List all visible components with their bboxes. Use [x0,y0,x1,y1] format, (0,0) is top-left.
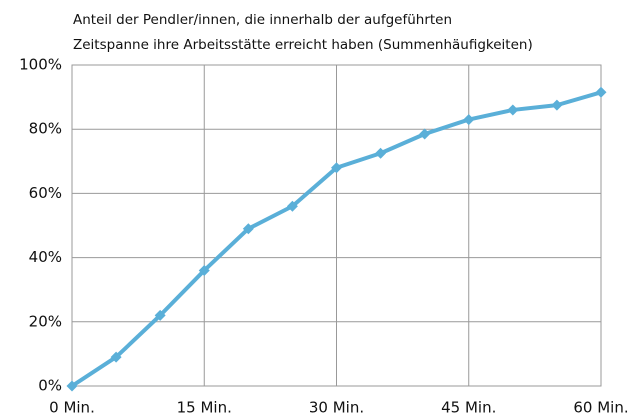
y-tick-label: 0% [38,377,62,395]
data-point [286,200,298,212]
data-point [154,309,166,321]
x-tick-label: 45 Min. [441,399,496,417]
chart-title: Anteil der Pendler/innen, die innerhalb … [73,12,452,28]
chart-title: Zeitspanne ihre Arbeitsstätte erreicht h… [73,37,533,53]
y-tick-label: 40% [29,248,62,266]
y-tick-label: 20% [29,312,62,330]
x-tick-label: 15 Min. [177,399,232,417]
data-point [110,351,122,363]
y-tick-label: 80% [29,120,62,138]
data-point [507,104,519,116]
x-tick-label: 30 Min. [309,399,364,417]
data-point [242,223,254,235]
y-tick-label: 100% [19,56,62,74]
data-point [551,99,563,111]
data-point [66,380,78,392]
data-point [419,128,431,140]
x-tick-label: 0 Min. [49,399,95,417]
x-tick-label: 60 Min. [573,399,628,417]
data-point [331,162,342,174]
data-point [375,147,387,159]
data-point [463,114,475,126]
data-point [595,86,607,98]
y-tick-label: 60% [29,184,62,202]
data-point [198,264,210,276]
